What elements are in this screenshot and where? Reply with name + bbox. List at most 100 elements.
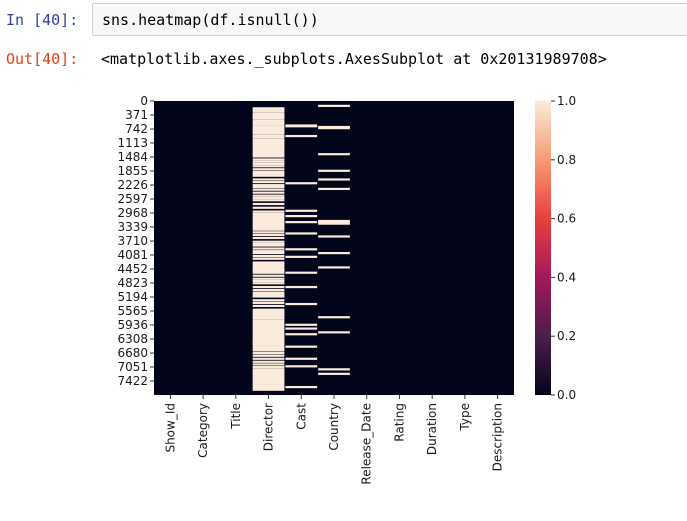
missing-cell-director (252, 116, 285, 119)
missing-cell-country (318, 266, 350, 269)
missing-cell-cast (285, 209, 318, 212)
missing-cell-director (252, 377, 285, 380)
missing-cell-director (252, 206, 285, 209)
missing-cell-director (252, 202, 285, 206)
code-text: sns.heatmap(df.isnull()) (102, 11, 319, 29)
missing-cell-director (252, 250, 285, 253)
missing-cell-country (318, 125, 350, 129)
missing-cell-director (252, 333, 285, 336)
missing-cell-cast (285, 285, 318, 289)
missing-cell-director (252, 136, 285, 139)
missing-cell-director (252, 378, 285, 382)
row-tick-label: 1484 (117, 150, 148, 164)
column-label-title: Title (229, 403, 243, 430)
row-tick-label: 6680 (117, 346, 148, 360)
row-tick-label: 2597 (117, 192, 148, 206)
missing-cell-director (252, 282, 285, 285)
missing-cell-director (252, 155, 285, 158)
missing-cell-cast (285, 333, 318, 336)
missing-cell-country (318, 372, 350, 375)
missing-cell-director (252, 368, 285, 371)
row-tick-label: 6308 (117, 332, 148, 346)
row-tick-label: 1113 (117, 136, 148, 150)
row-tick-label: 5194 (117, 290, 148, 304)
code-editor[interactable]: sns.heatmap(df.isnull()) (92, 3, 687, 36)
missing-cell-director (252, 338, 285, 341)
missing-cell-director (252, 185, 285, 189)
missing-cell-director (252, 274, 285, 277)
output-prompt: Out[40]: (6, 50, 79, 68)
heatmap-plot (154, 101, 514, 395)
row-tick-label: 2968 (117, 206, 148, 220)
missing-cell-country (318, 127, 350, 130)
missing-cell-director (252, 349, 285, 352)
missing-cell-director (252, 342, 285, 345)
missing-cell-director (252, 323, 285, 326)
missing-cell-director (252, 331, 285, 334)
missing-cell-director (252, 316, 285, 319)
missing-cell-director (252, 371, 285, 374)
missing-cell-director (252, 312, 285, 315)
missing-cell-cast (285, 232, 318, 235)
missing-cell-director (252, 150, 285, 153)
missing-cell-director (252, 218, 285, 221)
missing-cell-director (252, 255, 285, 258)
colorbar-tick-label: 0.8 (557, 153, 576, 167)
missing-cell-cast (285, 214, 318, 218)
row-tick-label: 2226 (117, 178, 148, 192)
missing-cell-director (252, 277, 285, 280)
missing-cell-director (252, 267, 285, 270)
input-prompt: In [40]: (6, 11, 79, 29)
missing-cell-cast (285, 327, 318, 330)
missing-cell-director (252, 387, 285, 390)
missing-cell-director (252, 210, 285, 213)
missing-cell-director (252, 219, 285, 223)
missing-cell-cast (285, 357, 318, 360)
missing-cell-director (252, 131, 285, 135)
missing-cell-country (318, 316, 350, 319)
missing-cell-director (252, 165, 285, 168)
missing-cell-director (252, 270, 285, 273)
missing-cell-director (252, 228, 285, 231)
missing-cell-director (252, 162, 285, 166)
missing-cell-director (252, 375, 285, 378)
missing-cell-director (252, 214, 285, 217)
missing-cell-cast (285, 255, 318, 258)
missing-cell-director (252, 244, 285, 247)
missing-cell-director (252, 123, 285, 126)
missing-cell-director (252, 327, 285, 330)
missing-cell-director (252, 114, 285, 117)
row-tick-label: 4452 (117, 262, 148, 276)
column-label-release-date: Release_Date (360, 403, 374, 485)
missing-cell-director (252, 160, 285, 163)
missing-cell-director (252, 212, 285, 215)
missing-cell-director (252, 317, 285, 320)
row-tick-label: 3710 (117, 234, 148, 248)
missing-cell-director (252, 226, 285, 229)
missing-cell-director (252, 128, 285, 131)
missing-cell-director (252, 345, 285, 348)
missing-cell-director (252, 382, 285, 385)
missing-cell-cast (285, 248, 318, 251)
colorbar-tick-label: 0.6 (557, 212, 576, 226)
missing-cell-director (252, 247, 285, 250)
missing-cell-director (252, 168, 285, 171)
missing-cell-director (252, 268, 285, 272)
missing-cell-director (252, 240, 285, 243)
missing-cell-director (252, 347, 285, 350)
missing-cell-director (252, 363, 285, 366)
missing-cell-country (318, 169, 350, 172)
missing-cell-cast (285, 221, 318, 224)
column-label-country: Country (327, 403, 341, 451)
missing-cell-director (252, 129, 285, 132)
row-tick-label: 4823 (117, 276, 148, 290)
missing-cell-director (252, 119, 285, 123)
missing-cell-country (318, 221, 350, 224)
colorbar-gradient (535, 101, 551, 395)
row-tick-label: 4081 (117, 248, 148, 262)
missing-cell-country (318, 187, 350, 191)
missing-cell-country (318, 104, 350, 107)
missing-cell-country (318, 153, 350, 156)
colorbar-tick-label: 0.2 (557, 329, 576, 343)
missing-cell-director (252, 388, 285, 391)
